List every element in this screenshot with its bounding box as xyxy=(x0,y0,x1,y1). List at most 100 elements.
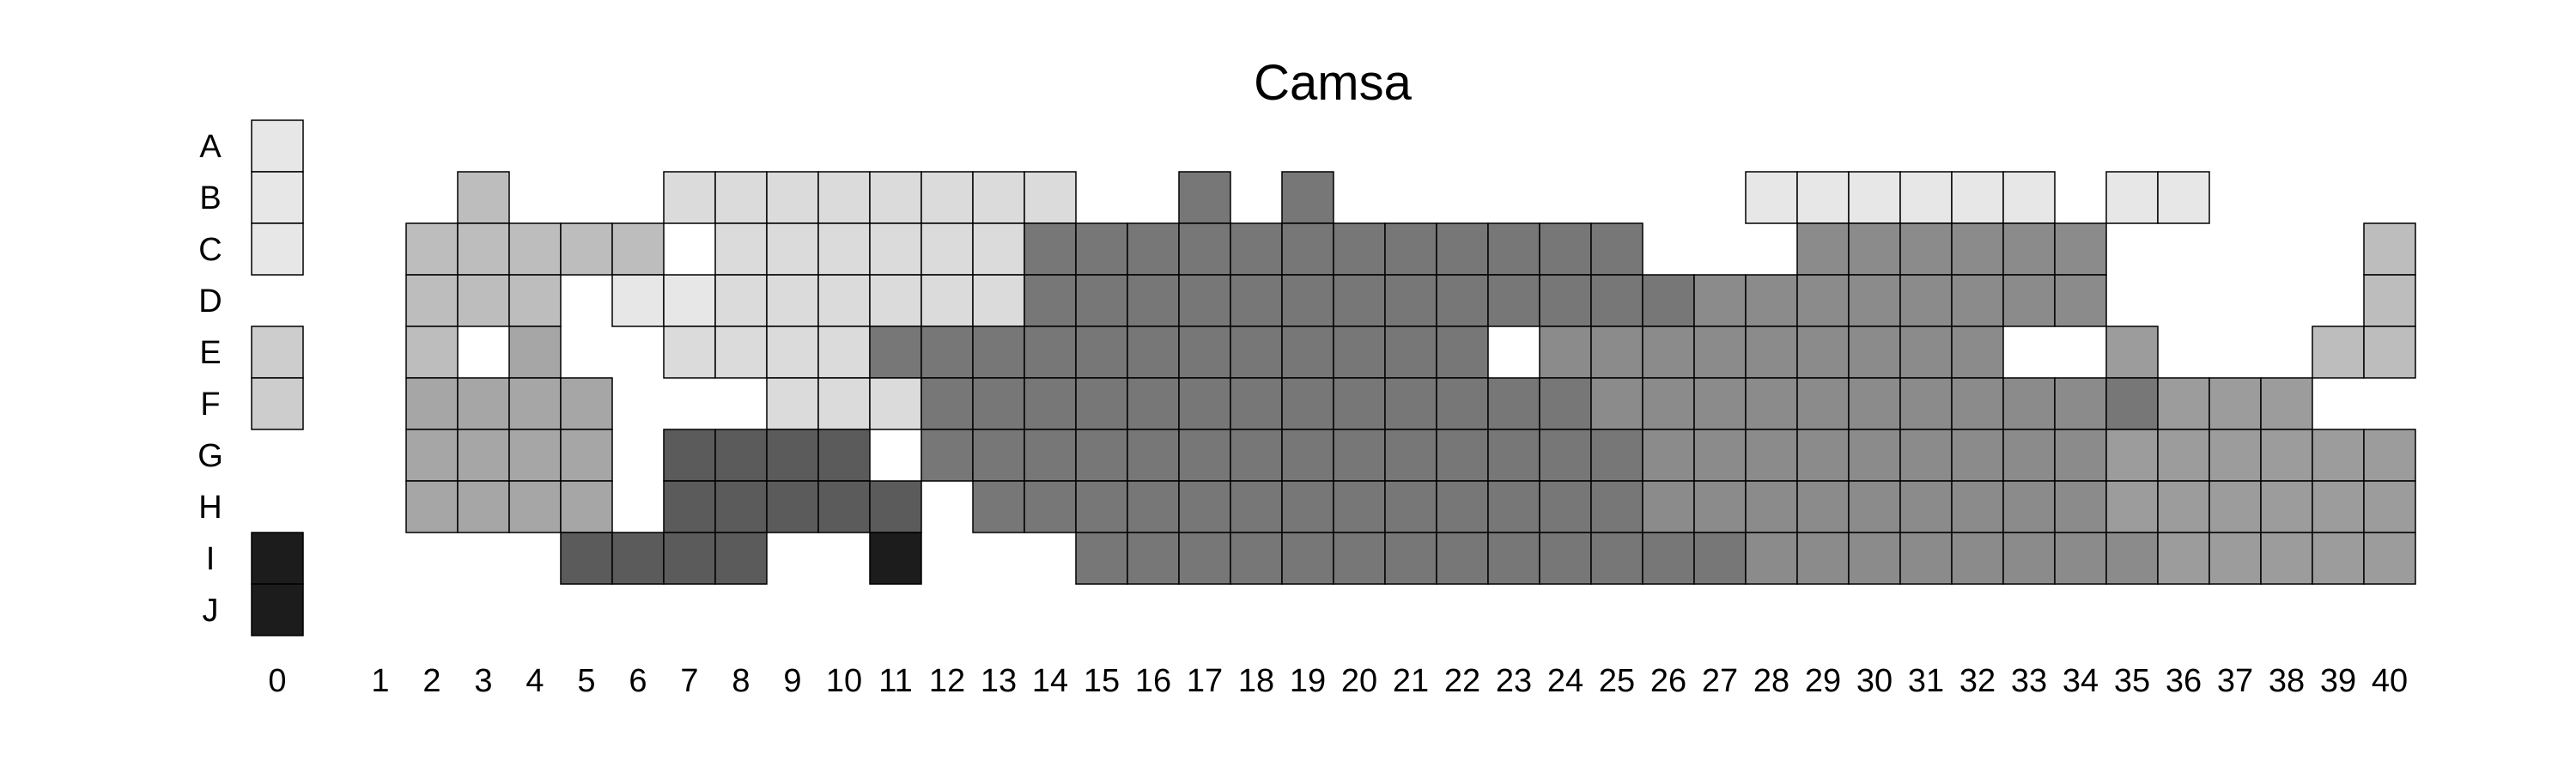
cell-B-31 xyxy=(1899,171,1953,224)
cell-C-15 xyxy=(1075,222,1128,276)
cell-C-8 xyxy=(714,222,768,276)
row-label-J: J xyxy=(203,593,219,629)
cell-I-37 xyxy=(2208,532,2262,585)
cell-B-9 xyxy=(766,171,819,224)
cell-B-17 xyxy=(1178,171,1231,224)
cell-G-39 xyxy=(2312,429,2365,482)
cell-D-25 xyxy=(1590,274,1643,327)
column-label-10: 10 xyxy=(826,663,862,699)
column-label-31: 31 xyxy=(1908,663,1944,699)
cell-B-32 xyxy=(1951,171,2004,224)
cell-C-10 xyxy=(817,222,871,276)
cell-H-22 xyxy=(1436,480,1489,533)
cell-H-33 xyxy=(2002,480,2056,533)
cell-D-8 xyxy=(714,274,768,327)
cell-C-12 xyxy=(920,222,974,276)
cell-D-13 xyxy=(972,274,1025,327)
column-label-36: 36 xyxy=(2166,663,2202,699)
cell-F-33 xyxy=(2002,377,2056,430)
cell-F-17 xyxy=(1178,377,1231,430)
cell-I-26 xyxy=(1642,532,1695,585)
cell-G-3 xyxy=(457,429,510,482)
cell-G-34 xyxy=(2054,429,2107,482)
cell-F-26 xyxy=(1642,377,1695,430)
cell-H-16 xyxy=(1127,480,1180,533)
cell-E-28 xyxy=(1745,326,1798,379)
cell-B-36 xyxy=(2157,171,2210,224)
cell-D-24 xyxy=(1539,274,1592,327)
column-label-33: 33 xyxy=(2011,663,2047,699)
column-label-3: 3 xyxy=(474,663,492,699)
cell-H-24 xyxy=(1539,480,1592,533)
cell-F-35 xyxy=(2105,377,2159,430)
cell-D-3 xyxy=(457,274,510,327)
cell-G-28 xyxy=(1745,429,1798,482)
row-label-B: B xyxy=(199,180,221,216)
cell-H-26 xyxy=(1642,480,1695,533)
cell-I-8 xyxy=(714,532,768,585)
cell-F-20 xyxy=(1333,377,1386,430)
cell-I-30 xyxy=(1848,532,1901,585)
column-label-38: 38 xyxy=(2269,663,2305,699)
cell-C-30 xyxy=(1848,222,1901,276)
cell-I-20 xyxy=(1333,532,1386,585)
cell-I-36 xyxy=(2157,532,2210,585)
cell-D-30 xyxy=(1848,274,1901,327)
cell-D-11 xyxy=(869,274,922,327)
cell-G-35 xyxy=(2105,429,2159,482)
cell-D-28 xyxy=(1745,274,1798,327)
cell-C-24 xyxy=(1539,222,1592,276)
chart-title: Camsa xyxy=(1254,55,1412,111)
cell-D-9 xyxy=(766,274,819,327)
cell-I-28 xyxy=(1745,532,1798,585)
cell-I-35 xyxy=(2105,532,2159,585)
cell-J-0 xyxy=(251,583,304,636)
cell-G-16 xyxy=(1127,429,1180,482)
cell-C-17 xyxy=(1178,222,1231,276)
cell-H-32 xyxy=(1951,480,2004,533)
column-label-24: 24 xyxy=(1547,663,1583,699)
cell-C-6 xyxy=(611,222,665,276)
cell-C-0 xyxy=(251,222,304,276)
cell-H-8 xyxy=(714,480,768,533)
cell-F-32 xyxy=(1951,377,2004,430)
column-label-26: 26 xyxy=(1650,663,1686,699)
cell-G-40 xyxy=(2363,429,2416,482)
cell-C-32 xyxy=(1951,222,2004,276)
cell-F-28 xyxy=(1745,377,1798,430)
cell-H-2 xyxy=(405,480,459,533)
cell-D-27 xyxy=(1693,274,1747,327)
cell-G-22 xyxy=(1436,429,1489,482)
cell-E-11 xyxy=(869,326,922,379)
column-labels: 0 1 2 3 4 5 6 7 8 9 10 11 12 13 14 15 16 17 18 19 20 21 22 23 24… xyxy=(268,663,2408,699)
cell-C-14 xyxy=(1024,222,1077,276)
column-label-28: 28 xyxy=(1753,663,1789,699)
cell-B-12 xyxy=(920,171,974,224)
cell-F-34 xyxy=(2054,377,2107,430)
cell-F-9 xyxy=(766,377,819,430)
cell-D-26 xyxy=(1642,274,1695,327)
cell-H-11 xyxy=(869,480,922,533)
cell-F-10 xyxy=(817,377,871,430)
cell-I-24 xyxy=(1539,532,1592,585)
cell-D-4 xyxy=(508,274,562,327)
cell-E-19 xyxy=(1281,326,1334,379)
cell-B-3 xyxy=(457,171,510,224)
column-label-32: 32 xyxy=(1959,663,1996,699)
cell-H-13 xyxy=(972,480,1025,533)
cell-C-2 xyxy=(405,222,459,276)
cell-G-21 xyxy=(1384,429,1437,482)
cell-E-39 xyxy=(2312,326,2365,379)
cell-G-18 xyxy=(1230,429,1283,482)
cell-I-6 xyxy=(611,532,665,585)
cell-G-7 xyxy=(663,429,716,482)
cell-G-15 xyxy=(1075,429,1128,482)
cell-G-31 xyxy=(1899,429,1953,482)
cell-G-36 xyxy=(2157,429,2210,482)
cell-G-17 xyxy=(1178,429,1231,482)
cell-G-24 xyxy=(1539,429,1592,482)
cell-B-0 xyxy=(251,171,304,224)
cell-C-16 xyxy=(1127,222,1180,276)
cell-G-13 xyxy=(972,429,1025,482)
cell-H-14 xyxy=(1024,480,1077,533)
